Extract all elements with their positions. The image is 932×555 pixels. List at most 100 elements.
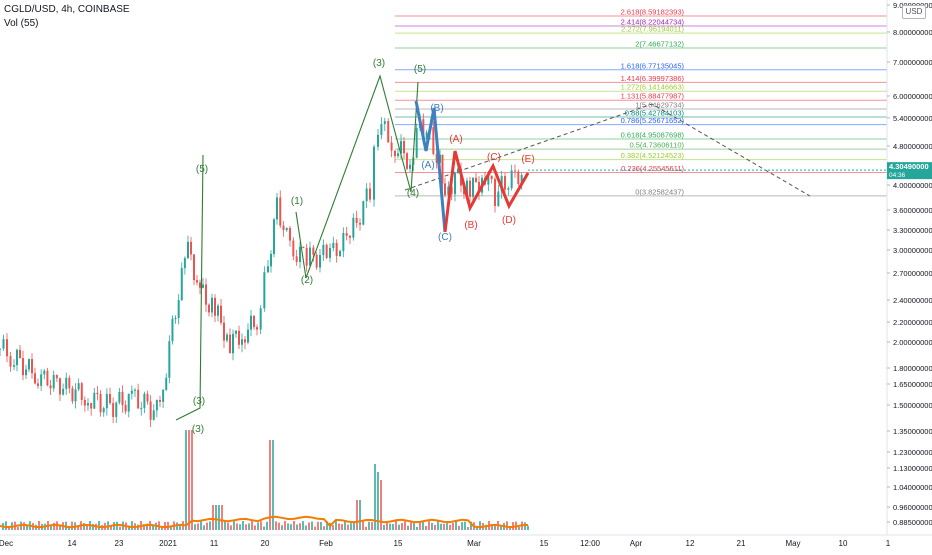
volume-bar (26, 525, 28, 530)
candle-body (487, 175, 490, 185)
candle-layer (0, 113, 523, 427)
candle-body (494, 179, 496, 207)
time-tick-label: Dec (0, 539, 13, 548)
volume-bar (38, 521, 40, 530)
candle-body (109, 393, 111, 404)
candle-body (299, 246, 301, 262)
volume-bar (221, 505, 223, 530)
candle-body (140, 408, 143, 410)
candle-body (441, 154, 444, 184)
blue-correction-path (414, 100, 447, 233)
candle-body (312, 247, 315, 255)
candle-body (409, 164, 411, 169)
volume-bar (434, 524, 436, 530)
candle-body (155, 400, 158, 411)
candle-body (96, 392, 99, 395)
volume-bar (53, 522, 55, 530)
candle-body (130, 390, 133, 394)
price-tick-label: 0.88500000 (893, 518, 932, 527)
candle-body (217, 305, 219, 316)
candle-body (309, 247, 311, 266)
candle-body (229, 334, 231, 354)
price-tick-label: 1.35000000 (893, 427, 932, 436)
candle-body (454, 173, 456, 195)
volume-bar (5, 521, 7, 530)
candle-body (90, 402, 93, 409)
volume-bar (527, 525, 529, 530)
volume-bar (188, 430, 190, 530)
volume-bar (350, 523, 352, 530)
volume-bar (338, 523, 340, 530)
time-tick-label: 15 (394, 539, 403, 548)
candle-body (146, 393, 149, 402)
volume-bar (458, 525, 460, 530)
volume-bar (185, 430, 187, 530)
volume-bar (170, 526, 172, 530)
volume-bar (164, 521, 166, 530)
wave-label-red-e: (E) (521, 154, 534, 165)
wave-label-red-b: (B) (464, 220, 477, 231)
volume-bar (428, 521, 430, 530)
volume-bar (485, 524, 487, 530)
time-tick-label: 12:00 (580, 539, 601, 548)
candle-body (285, 227, 288, 231)
candle-body (406, 153, 408, 169)
volume-bar (347, 524, 349, 530)
fib-level-label: 0.5(4.73606110) (630, 141, 685, 150)
candle-body (232, 333, 234, 354)
candle-body (282, 225, 285, 231)
candle-body (34, 373, 36, 384)
volume-bar (254, 525, 256, 530)
candle-body (497, 191, 500, 207)
candle-body (180, 268, 183, 301)
volume-bar (500, 524, 502, 530)
volume-bar (413, 521, 415, 530)
volume-bar (206, 522, 208, 530)
volume-bar (446, 521, 448, 530)
volume-bar (92, 524, 94, 530)
volume-bar (194, 524, 196, 530)
fib-level-label: 1.618(6.77135045) (621, 61, 685, 70)
volume-bar (416, 526, 418, 530)
candle-body (187, 241, 189, 259)
volume-bar (209, 521, 211, 530)
time-tick-label: Feb (319, 539, 333, 548)
candle-body (263, 272, 266, 309)
price-tick-label: 6.00000000 (893, 92, 932, 101)
candle-body (190, 241, 192, 255)
volume-bar (143, 524, 145, 530)
candle-body (74, 389, 77, 402)
volume-bar (383, 525, 385, 530)
volume-bar (197, 523, 199, 530)
candle-body (62, 388, 65, 395)
candle-body (65, 377, 68, 389)
volume-bar (23, 522, 25, 530)
volume-bar (248, 523, 250, 530)
candle-body (373, 146, 375, 200)
volume-bar (203, 525, 205, 530)
candle-body (514, 170, 516, 172)
candle-body (322, 244, 325, 256)
candle-body (220, 305, 222, 323)
price-tick-label: 2.20000000 (893, 318, 932, 327)
candle-body (329, 248, 331, 258)
volume-bar (449, 524, 451, 530)
candle-body (71, 388, 74, 402)
volume-bar (326, 521, 328, 530)
wave-label-blue-c: (C) (438, 232, 452, 243)
candle-body (279, 197, 282, 226)
volume-bar (359, 500, 361, 530)
volume-bar (461, 522, 463, 530)
candle-body (270, 253, 272, 267)
candle-body (276, 197, 278, 220)
candle-body (238, 330, 240, 345)
candle-body (305, 247, 308, 266)
volume-bar (272, 440, 274, 530)
currency-button[interactable]: USD (902, 5, 926, 19)
candle-body (25, 369, 27, 376)
candle-body (174, 317, 177, 319)
volume-bar (398, 524, 400, 530)
candle-body (332, 242, 335, 249)
